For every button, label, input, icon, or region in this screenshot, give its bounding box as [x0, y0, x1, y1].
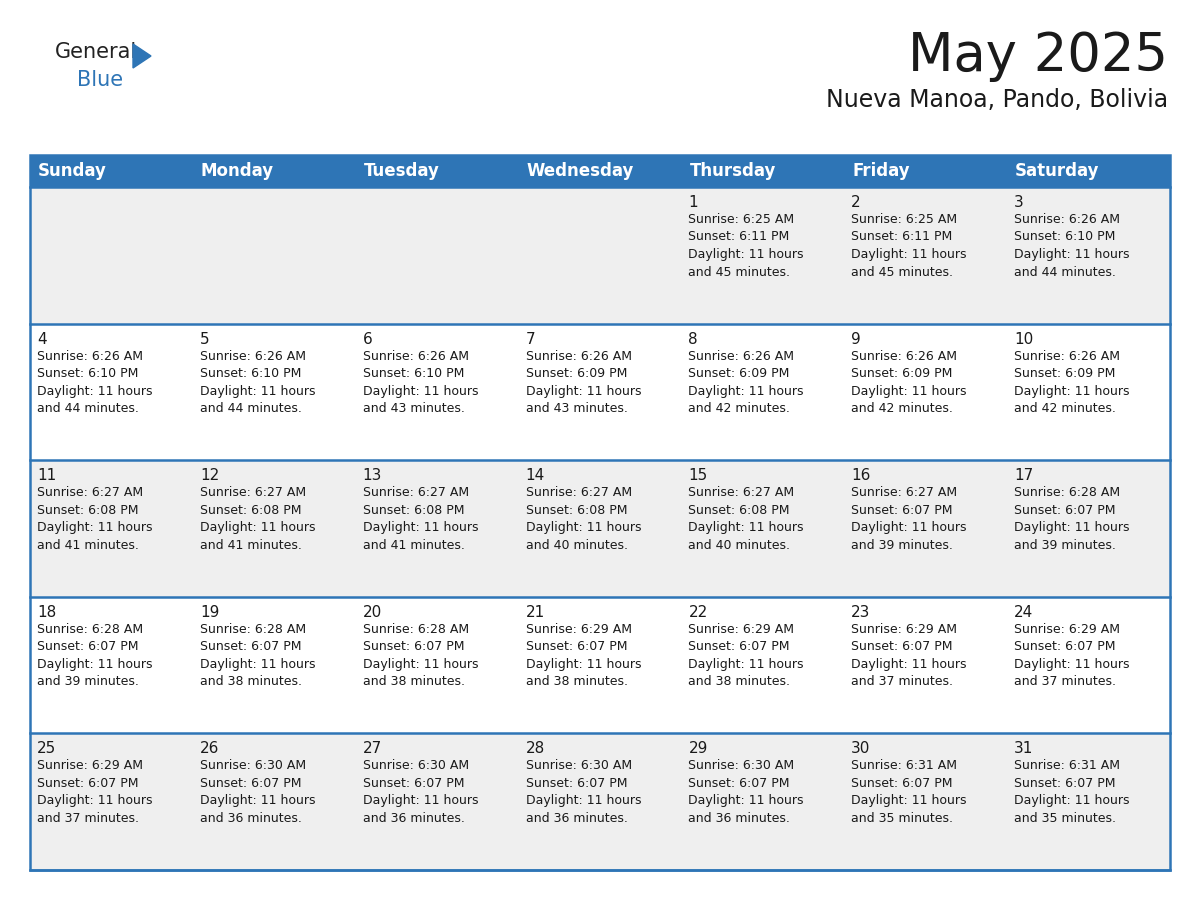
Text: 28: 28	[525, 742, 545, 756]
Text: 31: 31	[1015, 742, 1034, 756]
Text: 4: 4	[37, 331, 46, 347]
Bar	[30, 460, 1170, 597]
Text: Sunrise: 6:27 AM
Sunset: 6:08 PM
Daylight: 11 hours
and 41 minutes.: Sunrise: 6:27 AM Sunset: 6:08 PM Dayligh…	[362, 487, 479, 552]
Text: Sunrise: 6:26 AM
Sunset: 6:10 PM
Daylight: 11 hours
and 44 minutes.: Sunrise: 6:26 AM Sunset: 6:10 PM Dayligh…	[1015, 213, 1130, 278]
Bar	[30, 155, 1170, 187]
Text: Sunrise: 6:26 AM
Sunset: 6:09 PM
Daylight: 11 hours
and 43 minutes.: Sunrise: 6:26 AM Sunset: 6:09 PM Dayligh…	[525, 350, 642, 415]
Text: Sunrise: 6:27 AM
Sunset: 6:08 PM
Daylight: 11 hours
and 40 minutes.: Sunrise: 6:27 AM Sunset: 6:08 PM Dayligh…	[688, 487, 804, 552]
Text: 15: 15	[688, 468, 708, 483]
Text: Sunrise: 6:28 AM
Sunset: 6:07 PM
Daylight: 11 hours
and 38 minutes.: Sunrise: 6:28 AM Sunset: 6:07 PM Dayligh…	[200, 622, 315, 688]
Text: Thursday: Thursday	[689, 162, 776, 180]
Text: Sunrise: 6:30 AM
Sunset: 6:07 PM
Daylight: 11 hours
and 36 minutes.: Sunrise: 6:30 AM Sunset: 6:07 PM Dayligh…	[688, 759, 804, 825]
Text: 29: 29	[688, 742, 708, 756]
Bar	[30, 733, 1170, 870]
Bar	[30, 155, 1170, 870]
Text: 27: 27	[362, 742, 383, 756]
Text: Sunrise: 6:27 AM
Sunset: 6:07 PM
Daylight: 11 hours
and 39 minutes.: Sunrise: 6:27 AM Sunset: 6:07 PM Dayligh…	[852, 487, 967, 552]
Text: Sunrise: 6:28 AM
Sunset: 6:07 PM
Daylight: 11 hours
and 39 minutes.: Sunrise: 6:28 AM Sunset: 6:07 PM Dayligh…	[37, 622, 152, 688]
Text: Friday: Friday	[852, 162, 910, 180]
Text: Sunrise: 6:29 AM
Sunset: 6:07 PM
Daylight: 11 hours
and 37 minutes.: Sunrise: 6:29 AM Sunset: 6:07 PM Dayligh…	[1015, 622, 1130, 688]
Text: 2: 2	[852, 195, 861, 210]
Text: 19: 19	[200, 605, 220, 620]
Text: General: General	[55, 42, 138, 62]
Text: Blue: Blue	[77, 70, 124, 90]
Text: 12: 12	[200, 468, 219, 483]
Text: May 2025: May 2025	[908, 30, 1168, 82]
Polygon shape	[133, 44, 151, 68]
Text: Sunrise: 6:27 AM
Sunset: 6:08 PM
Daylight: 11 hours
and 41 minutes.: Sunrise: 6:27 AM Sunset: 6:08 PM Dayligh…	[200, 487, 315, 552]
Text: Nueva Manoa, Pando, Bolivia: Nueva Manoa, Pando, Bolivia	[826, 88, 1168, 112]
Text: Tuesday: Tuesday	[364, 162, 440, 180]
Text: Sunrise: 6:25 AM
Sunset: 6:11 PM
Daylight: 11 hours
and 45 minutes.: Sunrise: 6:25 AM Sunset: 6:11 PM Dayligh…	[688, 213, 804, 278]
Text: 23: 23	[852, 605, 871, 620]
Text: Sunrise: 6:31 AM
Sunset: 6:07 PM
Daylight: 11 hours
and 35 minutes.: Sunrise: 6:31 AM Sunset: 6:07 PM Dayligh…	[1015, 759, 1130, 825]
Bar	[30, 324, 1170, 460]
Text: Sunrise: 6:29 AM
Sunset: 6:07 PM
Daylight: 11 hours
and 37 minutes.: Sunrise: 6:29 AM Sunset: 6:07 PM Dayligh…	[852, 622, 967, 688]
Text: 6: 6	[362, 331, 373, 347]
Text: 16: 16	[852, 468, 871, 483]
Text: 11: 11	[37, 468, 56, 483]
Text: 24: 24	[1015, 605, 1034, 620]
Text: Sunrise: 6:26 AM
Sunset: 6:09 PM
Daylight: 11 hours
and 42 minutes.: Sunrise: 6:26 AM Sunset: 6:09 PM Dayligh…	[688, 350, 804, 415]
Text: 30: 30	[852, 742, 871, 756]
Text: 8: 8	[688, 331, 699, 347]
Text: 7: 7	[525, 331, 536, 347]
Text: Sunday: Sunday	[38, 162, 107, 180]
Text: Sunrise: 6:29 AM
Sunset: 6:07 PM
Daylight: 11 hours
and 37 minutes.: Sunrise: 6:29 AM Sunset: 6:07 PM Dayligh…	[37, 759, 152, 825]
Text: 26: 26	[200, 742, 220, 756]
Bar	[30, 597, 1170, 733]
Text: Sunrise: 6:30 AM
Sunset: 6:07 PM
Daylight: 11 hours
and 36 minutes.: Sunrise: 6:30 AM Sunset: 6:07 PM Dayligh…	[362, 759, 479, 825]
Text: Sunrise: 6:29 AM
Sunset: 6:07 PM
Daylight: 11 hours
and 38 minutes.: Sunrise: 6:29 AM Sunset: 6:07 PM Dayligh…	[525, 622, 642, 688]
Text: Sunrise: 6:26 AM
Sunset: 6:09 PM
Daylight: 11 hours
and 42 minutes.: Sunrise: 6:26 AM Sunset: 6:09 PM Dayligh…	[852, 350, 967, 415]
Text: 10: 10	[1015, 331, 1034, 347]
Text: Sunrise: 6:25 AM
Sunset: 6:11 PM
Daylight: 11 hours
and 45 minutes.: Sunrise: 6:25 AM Sunset: 6:11 PM Dayligh…	[852, 213, 967, 278]
Text: 17: 17	[1015, 468, 1034, 483]
Text: Sunrise: 6:26 AM
Sunset: 6:09 PM
Daylight: 11 hours
and 42 minutes.: Sunrise: 6:26 AM Sunset: 6:09 PM Dayligh…	[1015, 350, 1130, 415]
Text: Sunrise: 6:30 AM
Sunset: 6:07 PM
Daylight: 11 hours
and 36 minutes.: Sunrise: 6:30 AM Sunset: 6:07 PM Dayligh…	[200, 759, 315, 825]
Text: Sunrise: 6:31 AM
Sunset: 6:07 PM
Daylight: 11 hours
and 35 minutes.: Sunrise: 6:31 AM Sunset: 6:07 PM Dayligh…	[852, 759, 967, 825]
Text: Sunrise: 6:26 AM
Sunset: 6:10 PM
Daylight: 11 hours
and 44 minutes.: Sunrise: 6:26 AM Sunset: 6:10 PM Dayligh…	[200, 350, 315, 415]
Text: 5: 5	[200, 331, 209, 347]
Text: Monday: Monday	[201, 162, 274, 180]
Text: 14: 14	[525, 468, 545, 483]
Text: Sunrise: 6:28 AM
Sunset: 6:07 PM
Daylight: 11 hours
and 38 minutes.: Sunrise: 6:28 AM Sunset: 6:07 PM Dayligh…	[362, 622, 479, 688]
Text: Sunrise: 6:28 AM
Sunset: 6:07 PM
Daylight: 11 hours
and 39 minutes.: Sunrise: 6:28 AM Sunset: 6:07 PM Dayligh…	[1015, 487, 1130, 552]
Text: Sunrise: 6:27 AM
Sunset: 6:08 PM
Daylight: 11 hours
and 40 minutes.: Sunrise: 6:27 AM Sunset: 6:08 PM Dayligh…	[525, 487, 642, 552]
Text: Sunrise: 6:29 AM
Sunset: 6:07 PM
Daylight: 11 hours
and 38 minutes.: Sunrise: 6:29 AM Sunset: 6:07 PM Dayligh…	[688, 622, 804, 688]
Text: 9: 9	[852, 331, 861, 347]
Text: 18: 18	[37, 605, 56, 620]
Text: Wednesday: Wednesday	[526, 162, 634, 180]
Text: 1: 1	[688, 195, 699, 210]
Text: 13: 13	[362, 468, 383, 483]
Text: 21: 21	[525, 605, 545, 620]
Text: 22: 22	[688, 605, 708, 620]
Bar	[30, 187, 1170, 324]
Text: 25: 25	[37, 742, 56, 756]
Text: Sunrise: 6:30 AM
Sunset: 6:07 PM
Daylight: 11 hours
and 36 minutes.: Sunrise: 6:30 AM Sunset: 6:07 PM Dayligh…	[525, 759, 642, 825]
Text: Saturday: Saturday	[1015, 162, 1100, 180]
Text: Sunrise: 6:27 AM
Sunset: 6:08 PM
Daylight: 11 hours
and 41 minutes.: Sunrise: 6:27 AM Sunset: 6:08 PM Dayligh…	[37, 487, 152, 552]
Text: 3: 3	[1015, 195, 1024, 210]
Text: 20: 20	[362, 605, 383, 620]
Text: Sunrise: 6:26 AM
Sunset: 6:10 PM
Daylight: 11 hours
and 43 minutes.: Sunrise: 6:26 AM Sunset: 6:10 PM Dayligh…	[362, 350, 479, 415]
Text: Sunrise: 6:26 AM
Sunset: 6:10 PM
Daylight: 11 hours
and 44 minutes.: Sunrise: 6:26 AM Sunset: 6:10 PM Dayligh…	[37, 350, 152, 415]
